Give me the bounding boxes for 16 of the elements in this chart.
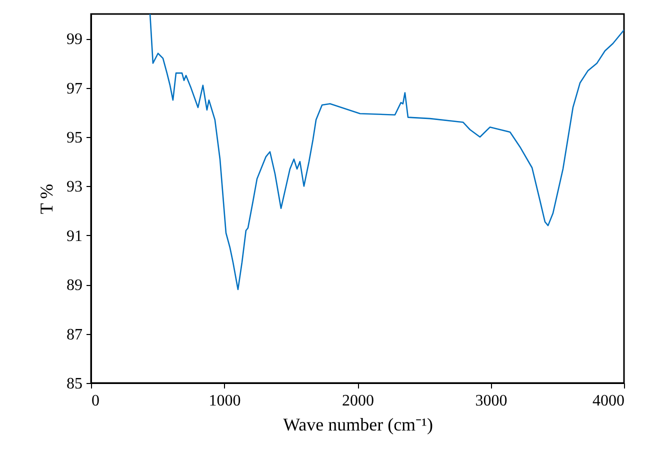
y-tick-label: 99	[66, 31, 82, 48]
y-axis-title: T %	[36, 184, 56, 214]
y-tick-label: 89	[66, 277, 82, 294]
y-tick-label: 91	[66, 228, 82, 245]
x-tick-label: 0	[92, 392, 100, 410]
line-series	[149, 14, 624, 290]
y-tick-label: 85	[66, 376, 82, 392]
x-tick-label: 3000	[475, 392, 508, 410]
y-tick-label: 95	[66, 130, 82, 146]
x-tick-label: 4000	[592, 392, 624, 410]
x-axis-title: Wave number (cm⁻¹)	[283, 414, 433, 434]
x-tick-label: 2000	[342, 392, 374, 410]
y-tick-label: 97	[66, 80, 82, 98]
y-tick-label: 87	[66, 326, 82, 344]
y-tick-label: 93	[66, 178, 82, 196]
x-tick-label: 1000	[208, 392, 241, 410]
